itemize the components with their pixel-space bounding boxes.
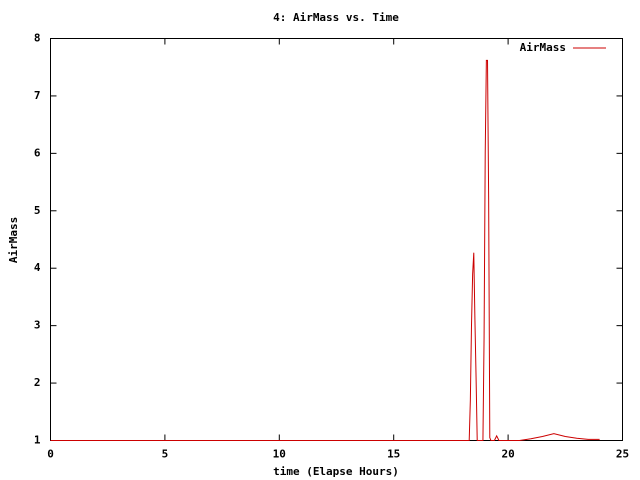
x-tick-label: 25 (616, 448, 629, 461)
y-tick-label: 5 (34, 204, 41, 217)
plot-border (50, 38, 623, 441)
y-tick-label: 1 (34, 434, 41, 447)
x-tick-label: 0 (47, 448, 54, 461)
y-tick-label: 8 (34, 32, 41, 45)
y-tick-label: 3 (34, 319, 41, 332)
x-tick-label: 10 (273, 448, 286, 461)
x-tick-label: 5 (162, 448, 169, 461)
y-tick-label: 6 (34, 146, 41, 159)
y-tick-label: 7 (34, 89, 41, 102)
x-axis-label: time (Elapse Hours) (273, 465, 399, 478)
y-tick-label: 2 (34, 376, 41, 389)
legend-label: AirMass (520, 41, 566, 54)
x-tick-label: 20 (501, 448, 514, 461)
x-tick-label: 15 (387, 448, 400, 461)
y-tick-label: 4 (34, 261, 41, 274)
y-axis-label: AirMass (7, 217, 20, 263)
data-line (50, 59, 600, 441)
chart-title: 4: AirMass vs. Time (273, 11, 399, 24)
